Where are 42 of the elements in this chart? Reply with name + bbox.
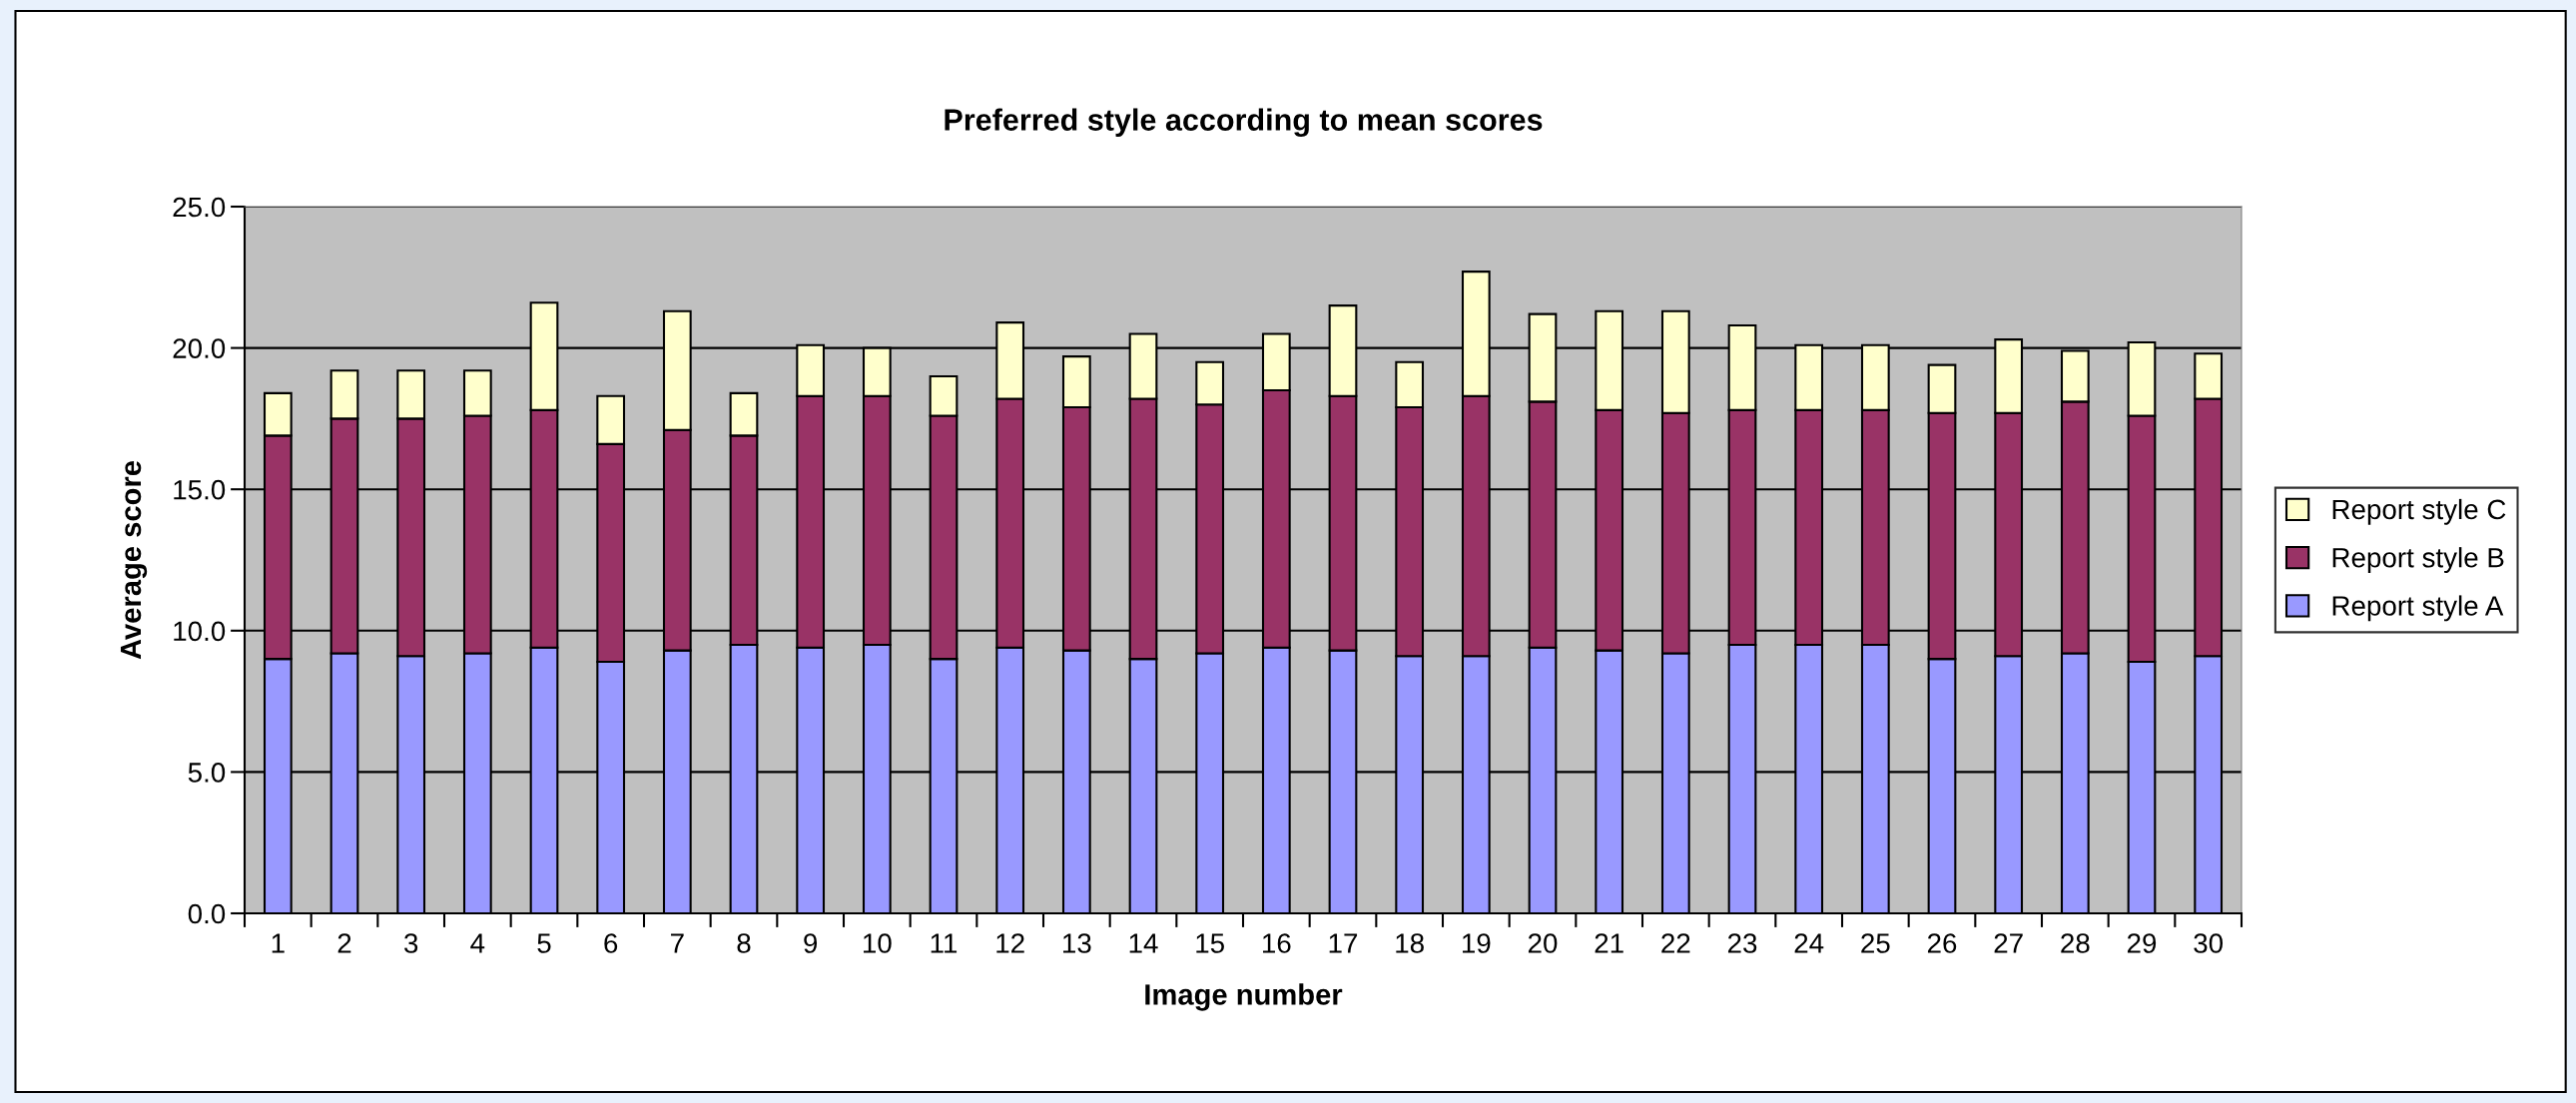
x-tick-label: 19 [1463,933,1491,953]
x-tick-label: 20 [1528,933,1558,953]
legend-label: Report style A [2332,595,2504,622]
legend-label: Report style B [2332,547,2504,574]
x-axis-title: Image number [1145,983,1343,1011]
x-tick-label: 3 [404,933,418,953]
y-tick-label: 10.0 [174,621,226,642]
x-tick-label: 16 [1263,933,1291,953]
x-tick-label: 6 [604,933,618,953]
x-tick-label: 15 [1196,933,1224,953]
x-tick-label: 26 [1927,933,1957,953]
x-tick-label: 11 [931,933,958,953]
x-tick-label: 23 [1727,933,1757,953]
y-tick-label: 25.0 [173,197,226,218]
x-tick-label: 22 [1661,933,1690,953]
x-tick-label: 5 [537,933,551,953]
x-tick-label: 14 [1129,933,1158,953]
x-tick-label: 9 [804,933,818,953]
x-tick-label: 27 [1994,933,2023,953]
y-axis-title: Average score [120,461,148,660]
x-tick-label: 30 [2194,933,2224,953]
legend-label: Report style C [2332,498,2506,525]
x-tick-label: 12 [996,933,1024,953]
x-tick-label: 25 [1861,933,1890,953]
x-tick-label: 8 [737,933,751,953]
x-tick-label: 24 [1794,933,1824,953]
y-tick-label: 5.0 [188,763,226,783]
x-tick-label: 10 [864,933,892,953]
x-tick-label: 7 [671,933,684,953]
x-tick-label: 28 [2061,933,2090,953]
x-tick-label: 13 [1063,933,1091,953]
y-tick-label: 0.0 [188,903,226,924]
chart-title: Preferred style according to mean scores [945,108,1543,138]
x-tick-label: 18 [1396,933,1424,953]
x-tick-label: 4 [470,933,485,953]
x-tick-label: 17 [1329,933,1358,953]
x-tick-label: 2 [337,933,351,953]
x-tick-label: 29 [2127,933,2157,953]
x-tick-label: 21 [1595,933,1623,953]
y-tick-label: 15.0 [174,479,226,500]
x-tick-label: 1 [272,933,285,953]
y-tick-label: 20.0 [173,338,226,358]
